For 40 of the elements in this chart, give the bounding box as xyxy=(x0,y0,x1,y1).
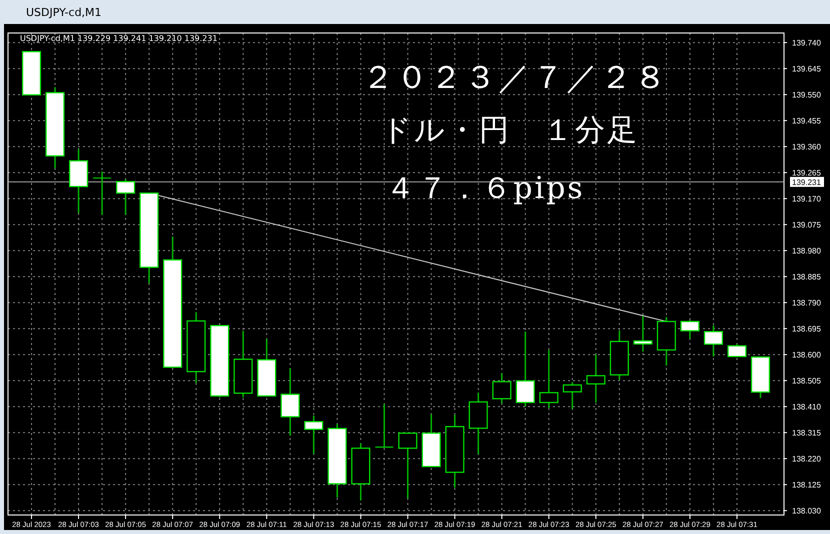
y-tick-label: 139.645 xyxy=(792,64,822,74)
y-tick-label: 138.600 xyxy=(792,350,822,360)
candlestick xyxy=(727,343,747,358)
y-tick-label: 138.220 xyxy=(792,454,822,464)
chart-subtitle: USDJPY-cd,M1 139.229 139.241 139.210 139.231 xyxy=(20,34,218,43)
y-tick-label: 138.125 xyxy=(792,480,822,490)
chart-title: USDJPY-cd,M1 xyxy=(26,6,102,19)
y-tick-label: 139.550 xyxy=(792,90,822,100)
y-tick-label: 138.410 xyxy=(792,402,822,412)
y-tick-label: 139.455 xyxy=(792,116,822,126)
y-tick-label: 139.170 xyxy=(792,194,822,204)
y-tick-label: 138.885 xyxy=(792,272,822,282)
y-tick-label: 138.790 xyxy=(792,298,822,308)
candlestick xyxy=(680,319,700,340)
candlestick xyxy=(704,324,723,358)
ref-line-label: 139.231 xyxy=(792,178,822,187)
annotation: ドル・円 １分足 xyxy=(381,113,639,148)
candlestick xyxy=(633,315,652,352)
y-tick-label: 138.315 xyxy=(792,428,822,438)
candlestick xyxy=(539,349,558,410)
candlestick xyxy=(562,382,582,410)
annotation: ２０２３／７／２８ xyxy=(362,58,668,96)
candlestick xyxy=(304,414,324,455)
candlestick xyxy=(516,330,535,408)
candlestick xyxy=(398,432,418,500)
candlestick xyxy=(92,170,112,216)
candlestick xyxy=(280,368,300,436)
y-tick-label: 138.980 xyxy=(792,246,822,256)
candlestick xyxy=(586,354,606,404)
y-tick-label: 139.265 xyxy=(792,168,822,178)
y-tick-label: 139.740 xyxy=(792,38,822,48)
candlestick xyxy=(116,178,136,216)
y-tick-label: 138.695 xyxy=(792,324,822,334)
y-tick-label: 138.505 xyxy=(792,376,822,386)
candlestick xyxy=(492,372,512,404)
y-tick-label: 139.360 xyxy=(792,142,822,152)
y-tick-label: 139.075 xyxy=(792,220,822,230)
annotation: ４７．６pips xyxy=(385,171,585,206)
y-tick-label: 138.030 xyxy=(792,506,822,516)
candlestick xyxy=(374,403,394,448)
